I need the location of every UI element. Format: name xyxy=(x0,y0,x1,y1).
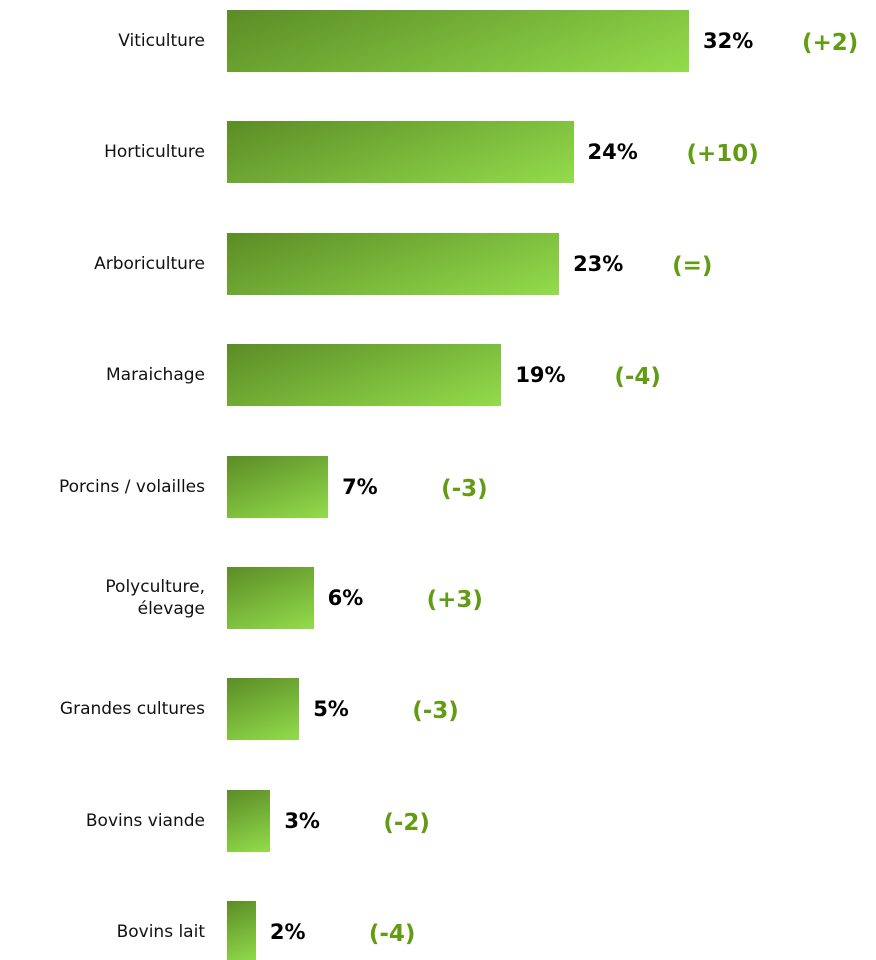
bar xyxy=(227,455,329,518)
change-annotation: (+3) xyxy=(426,587,483,613)
value-label: 3% xyxy=(284,808,320,833)
change-annotation: (+2) xyxy=(802,30,859,56)
bar xyxy=(227,232,560,295)
bar xyxy=(227,789,271,852)
change-annotation: (-4) xyxy=(368,921,416,948)
change-annotation: (-2) xyxy=(383,809,430,836)
change-annotation: (-3) xyxy=(441,475,488,502)
category-label: Bovins lait xyxy=(116,922,205,943)
category-label: Arboriculture xyxy=(94,253,205,274)
change-annotation: (=) xyxy=(672,252,713,279)
value-label: 5% xyxy=(313,697,349,722)
value-label: 23% xyxy=(573,251,624,276)
bar xyxy=(227,901,256,960)
bar xyxy=(227,567,314,629)
category-label: Porcins / volailles xyxy=(59,476,205,497)
change-annotation: (-3) xyxy=(412,698,459,725)
category-label: Maraichage xyxy=(105,365,205,386)
bar xyxy=(227,121,574,184)
change-annotation: (-4) xyxy=(614,364,661,391)
value-label: 7% xyxy=(342,474,378,499)
bar xyxy=(227,344,502,407)
bar xyxy=(227,10,689,72)
change-annotation: (+10) xyxy=(686,141,759,168)
value-label: 19% xyxy=(515,363,566,388)
value-label: 32% xyxy=(703,29,754,53)
bar xyxy=(227,678,300,741)
category-label: Polyculture, élevage xyxy=(105,577,205,619)
category-label: Grandes cultures xyxy=(59,699,205,720)
category-label: Horticulture xyxy=(104,142,205,163)
category-label: Bovins viande xyxy=(85,810,205,831)
category-label: Viticulture xyxy=(118,31,205,51)
value-label: 24% xyxy=(587,140,638,165)
value-label: 2% xyxy=(269,920,306,945)
value-label: 6% xyxy=(327,586,364,610)
